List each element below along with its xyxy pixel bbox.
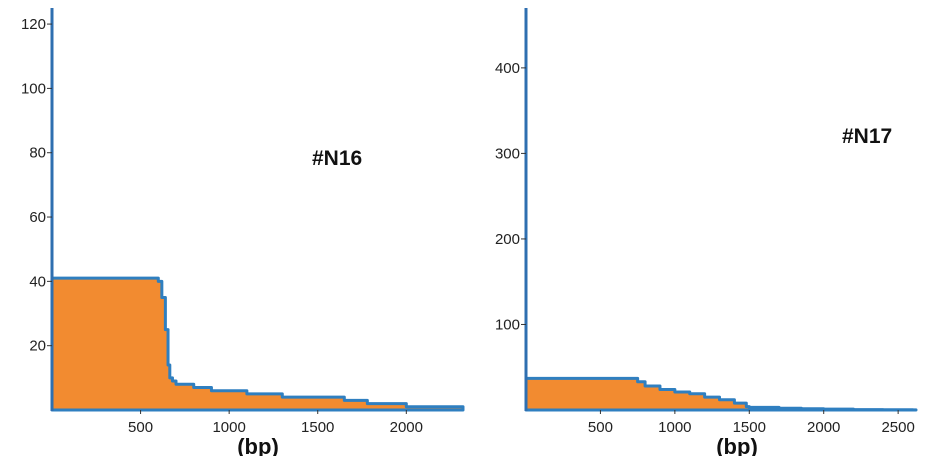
y-tick-label: 300 <box>495 145 520 162</box>
series-area-1 <box>50 276 465 412</box>
x-tick-label: 500 <box>128 419 153 436</box>
y-tick-label: 100 <box>495 316 520 333</box>
x-tick-label: 500 <box>588 419 613 436</box>
y-tick-label: 200 <box>495 231 520 248</box>
x-tick-label: 2000 <box>807 419 840 436</box>
x-tick-label: 2500 <box>881 419 914 436</box>
panel-label: #N16 <box>312 147 362 170</box>
x-tick-label: 2000 <box>390 419 423 436</box>
x-tick-label: 1500 <box>301 419 334 436</box>
y-tick-label: 120 <box>21 16 46 33</box>
y-tick-label: 20 <box>29 338 46 355</box>
y-tick-label: 60 <box>29 209 46 226</box>
x-axis-label: (bp) <box>237 434 279 456</box>
y-tick-label: 40 <box>29 273 46 290</box>
y-tick-label: 400 <box>495 60 520 77</box>
x-tick-label: 1500 <box>733 419 766 436</box>
y-tick-label: 100 <box>21 80 46 97</box>
chart-panel-1: 20 40 60 80 100 120 500 1000 1500 2000 #N16 (bp) <box>21 8 465 456</box>
panel-label: #N17 <box>842 125 892 148</box>
series-area-2 <box>524 376 918 412</box>
x-tick-label: 1000 <box>658 419 691 436</box>
y-tick-label: 80 <box>29 145 46 162</box>
x-tick-label: 1000 <box>212 419 245 436</box>
x-axis-label: (bp) <box>716 434 758 456</box>
chart-panel-2: 100 200 300 400 500 1000 1500 2000 2500 #N17 (bp) <box>495 8 918 456</box>
